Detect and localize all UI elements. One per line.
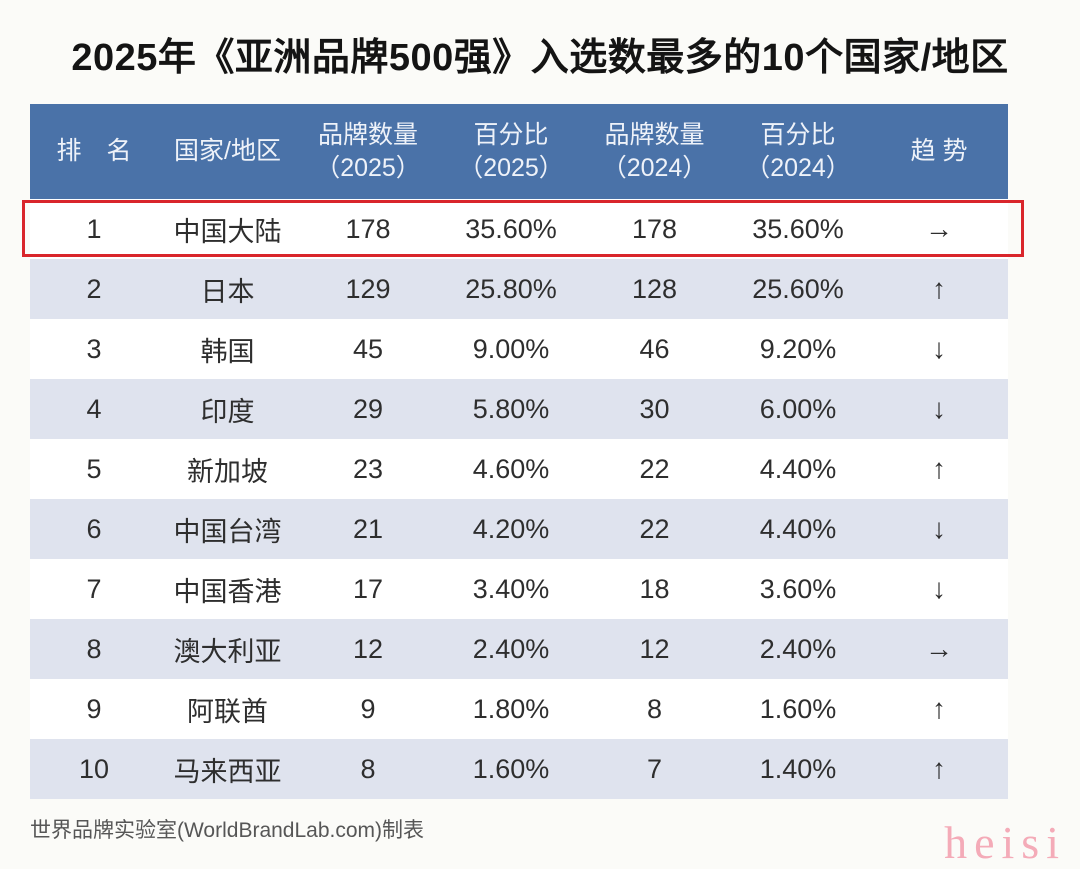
- brands-2025-cell: 178: [345, 213, 391, 244]
- table-row: 6 中国台湾 21 4.20% 22 4.40% ↓: [30, 499, 1008, 559]
- rank-cell: 6: [86, 513, 102, 544]
- page-title: 2025年《亚洲品牌500强》入选数最多的10个国家/地区: [71, 37, 1009, 79]
- trend-up-arrow: ↑: [932, 693, 946, 724]
- pct-2025-cell: 4.20%: [472, 513, 550, 544]
- pct-2025-cell: 3.40%: [472, 573, 550, 604]
- brands-2025-cell: 8: [360, 753, 376, 784]
- brands-2025-cell: 23: [352, 453, 384, 484]
- pct-2024-cell: 1.40%: [759, 753, 837, 784]
- country-cell: 中国大陆: [173, 216, 282, 247]
- table-row: 7 中国香港 17 3.40% 18 3.60% ↓: [30, 559, 1008, 619]
- column-header-pct-2024: 百分比 （2024）: [745, 121, 851, 182]
- brands-2025-cell: 129: [345, 273, 391, 304]
- trend-down-arrow: ↓: [932, 393, 946, 424]
- trend-up-arrow: ↑: [932, 273, 946, 304]
- rank-cell: 5: [86, 453, 102, 484]
- country-cell: 日本: [200, 276, 255, 307]
- pct-2024-cell: 6.00%: [759, 393, 837, 424]
- rank-cell: 10: [78, 753, 110, 784]
- brands-2024-cell: 30: [639, 393, 670, 424]
- brands-2025-cell: 21: [352, 513, 384, 544]
- table-row: 4 印度 29 5.80% 30 6.00% ↓: [30, 379, 1008, 439]
- column-header-rank: 排 名: [56, 137, 132, 166]
- table-body: 1 中国大陆 178 35.60% 178 35.60% → 2 日本 129 25.80% 128 2…: [22, 199, 1024, 799]
- column-header-brands-2025: 品牌数量 （2025）: [315, 121, 421, 182]
- rank-cell: 7: [86, 573, 102, 604]
- rank-cell: 9: [86, 693, 102, 724]
- trend-down-arrow: ↓: [932, 513, 946, 544]
- brands-2025-cell: 29: [352, 393, 384, 424]
- rank-cell: 3: [86, 333, 102, 364]
- rank-cell: 4: [86, 393, 102, 424]
- country-cell: 印度: [200, 396, 255, 427]
- column-header-trend: 趋 势: [910, 137, 968, 166]
- pct-2025-cell: 4.60%: [472, 453, 550, 484]
- brands-2024-cell: 18: [639, 573, 670, 604]
- trend-down-arrow: ↓: [932, 573, 946, 604]
- table-row: 10 马来西亚 8 1.60% 7 1.40% ↑: [30, 739, 1008, 799]
- brands-2024-cell: 12: [639, 633, 670, 664]
- column-header-country: 国家/地区: [174, 137, 281, 166]
- country-cell: 马来西亚: [173, 756, 282, 787]
- pct-2024-cell: 35.60%: [752, 213, 844, 244]
- brands-2024-cell: 7: [646, 753, 663, 784]
- pct-2024-cell: 3.60%: [759, 573, 837, 604]
- brands-2025-cell: 45: [352, 333, 384, 364]
- source-note: 世界品牌实验室(WorldBrandLab.com)制表: [30, 819, 425, 842]
- trend-up-arrow: ↑: [932, 453, 946, 484]
- trend-flat-arrow: →: [925, 213, 953, 244]
- rank-cell: 2: [86, 273, 102, 304]
- rank-cell: 8: [86, 633, 102, 664]
- table-row: 8 澳大利亚 12 2.40% 12 2.40% →: [30, 619, 1008, 679]
- pct-2025-cell: 9.00%: [472, 333, 550, 364]
- table-row: 9 阿联酋 9 1.80% 8 1.60% ↑: [30, 679, 1008, 739]
- brands-2025-cell: 12: [352, 633, 384, 664]
- table-header-row: 排 名 国家/地区 品牌数量 （2025） 百分比 （2025） 品牌数量 （2…: [30, 104, 1008, 199]
- pct-2024-cell: 9.20%: [759, 333, 837, 364]
- brands-2024-cell: 22: [639, 513, 670, 544]
- watermark: heisi: [944, 817, 1066, 868]
- brands-2025-cell: 17: [352, 573, 384, 604]
- rank-cell: 1: [86, 213, 102, 244]
- pct-2024-cell: 1.60%: [759, 693, 837, 724]
- column-header-pct-2025: 百分比 （2025）: [458, 121, 564, 182]
- country-cell: 中国台湾: [173, 516, 282, 547]
- pct-2025-cell: 5.80%: [472, 393, 550, 424]
- pct-2024-cell: 4.40%: [759, 513, 837, 544]
- table-row: 5 新加坡 23 4.60% 22 4.40% ↑: [30, 439, 1008, 499]
- country-cell: 新加坡: [187, 456, 268, 487]
- pct-2024-cell: 25.60%: [752, 273, 844, 304]
- table-row: 3 韩国 45 9.00% 46 9.20% ↓: [30, 319, 1008, 379]
- pct-2024-cell: 4.40%: [759, 453, 837, 484]
- column-header-brands-2024: 品牌数量 （2024）: [601, 121, 708, 182]
- country-cell: 中国香港: [173, 576, 282, 607]
- table-row-highlighted: 1 中国大陆 178 35.60% 178 35.60% →: [22, 199, 1024, 259]
- pct-2025-cell: 2.40%: [472, 633, 550, 664]
- brands-2024-cell: 8: [646, 693, 663, 724]
- pct-2024-cell: 2.40%: [759, 633, 837, 664]
- country-cell: 韩国: [200, 336, 255, 367]
- brands-2024-cell: 22: [639, 453, 670, 484]
- trend-up-arrow: ↑: [932, 753, 946, 784]
- brands-2024-cell: 46: [639, 333, 670, 364]
- brands-2024-cell: 128: [631, 273, 678, 304]
- pct-2025-cell: 25.80%: [465, 273, 557, 304]
- brands-2024-cell: 178: [631, 213, 678, 244]
- trend-down-arrow: ↓: [932, 333, 946, 364]
- ranking-table: 排 名 国家/地区 品牌数量 （2025） 百分比 （2025） 品牌数量 （2…: [22, 104, 1024, 799]
- pct-2025-cell: 1.80%: [472, 693, 550, 724]
- country-cell: 阿联酋: [187, 696, 268, 727]
- pct-2025-cell: 1.60%: [472, 753, 550, 784]
- trend-flat-arrow: →: [925, 633, 953, 664]
- brands-2025-cell: 9: [360, 693, 376, 724]
- table-row: 2 日本 129 25.80% 128 25.60% ↑: [30, 259, 1008, 319]
- pct-2025-cell: 35.60%: [465, 213, 557, 244]
- country-cell: 澳大利亚: [173, 636, 282, 667]
